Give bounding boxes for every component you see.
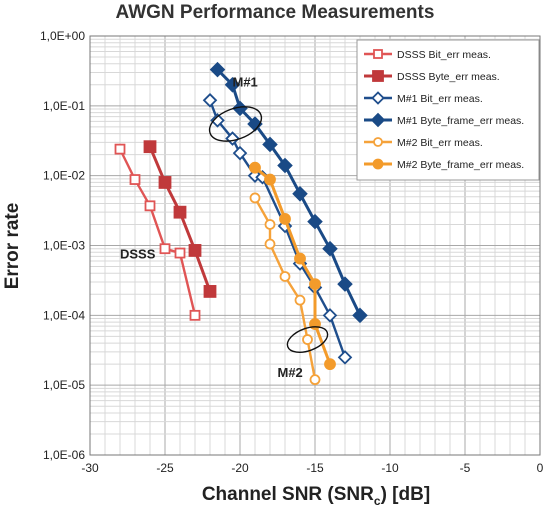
data-point <box>309 374 321 386</box>
legend-label: M#2 Bit_err meas. <box>397 137 483 149</box>
x-tick-label: -30 <box>81 461 99 475</box>
data-point <box>309 278 321 291</box>
data-point <box>322 308 338 323</box>
legend-marker <box>372 158 384 170</box>
x-axis-title: Channel SNR (SNRc) [dB] <box>202 484 430 508</box>
legend-marker <box>373 137 383 147</box>
y-tick-label: 1,0E-02 <box>43 169 85 183</box>
data-point <box>249 192 261 204</box>
chart-title: AWGN Performance Measurements <box>116 2 435 23</box>
data-point <box>189 309 201 321</box>
data-point <box>202 93 218 108</box>
legend-label: M#2 Byte_frame_err meas. <box>397 159 524 171</box>
annotation-label: DSSS <box>120 247 156 262</box>
data-point <box>324 358 336 371</box>
series-6 <box>249 161 336 371</box>
data-point <box>143 140 157 154</box>
legend-marker <box>371 91 385 105</box>
x-axis-title-sub: c <box>374 494 381 508</box>
data-point <box>232 145 248 161</box>
data-point <box>203 285 217 298</box>
data-point <box>337 350 353 365</box>
data-point <box>264 238 276 250</box>
data-point <box>279 271 291 282</box>
data-point <box>144 200 156 212</box>
data-point <box>352 307 368 324</box>
data-point <box>292 186 308 202</box>
legend-entry: M#2 Byte_frame_err meas. <box>364 158 524 171</box>
data-point <box>173 205 187 219</box>
y-tick-label: 1,0E-03 <box>43 239 85 253</box>
x-tick-label: -10 <box>381 461 399 475</box>
x-axis-title-end: ) [dB] <box>381 484 431 505</box>
data-point <box>129 174 141 185</box>
x-tick-label: -20 <box>231 461 249 475</box>
data-point <box>249 161 261 174</box>
series-line <box>118 148 197 316</box>
annotation-label: M#2 <box>278 365 303 380</box>
y-tick-label: 1,0E-01 <box>43 99 85 113</box>
x-tick-labels: -30 -25 -20 -15 -10 -5 0 <box>81 461 543 475</box>
data-point <box>277 157 293 174</box>
legend-label: M#1 Bit_err meas. <box>397 93 483 105</box>
legend-entry: DSSS Bit_err meas. <box>364 49 491 61</box>
data-point <box>294 294 306 306</box>
legend: DSSS Bit_err meas. DSSS Byte_err meas. M#1… <box>356 39 540 181</box>
legend-entry: M#2 Bit_err meas. <box>364 137 483 149</box>
y-axis-title: Error rate <box>2 203 23 290</box>
data-point <box>307 213 323 230</box>
y-tick-label: 1,0E+00 <box>40 29 85 43</box>
annotation-ellipse <box>286 326 329 353</box>
legend-label: DSSS Byte_err meas. <box>397 71 500 83</box>
data-point <box>159 243 171 255</box>
x-axis-title-main: Channel SNR (SNR <box>202 484 374 505</box>
annotation-label: M#1 <box>233 74 258 89</box>
data-point <box>209 61 226 78</box>
y-tick-label: 1,0E-06 <box>43 448 85 462</box>
data-point <box>264 173 276 186</box>
series-3 <box>202 93 353 365</box>
x-tick-label: -25 <box>156 461 174 475</box>
legend-marker <box>373 49 383 59</box>
data-point <box>114 143 126 155</box>
y-tick-labels: 1,0E+00 1,0E-01 1,0E-02 1,0E-03 1,0E-04 1,0E-… <box>40 29 85 462</box>
data-point <box>262 136 278 153</box>
y-tick-label: 1,0E-04 <box>43 308 85 322</box>
legend-entry: M#1 Bit_err meas. <box>364 91 483 105</box>
x-tick-label: 0 <box>537 461 544 475</box>
annotation-ellipse <box>208 106 263 142</box>
data-point <box>224 77 241 93</box>
data-point <box>294 252 306 265</box>
x-tick-label: -15 <box>306 461 324 475</box>
y-tick-label: 1,0E-05 <box>43 378 85 392</box>
series-2 <box>143 140 217 298</box>
data-point <box>279 213 291 225</box>
x-tick-label: -5 <box>460 461 471 475</box>
legend-label: M#1 Byte_frame_err meas. <box>397 115 524 127</box>
plot-area-border <box>89 35 541 456</box>
annotation-labels: M#1 DSSS M#2 <box>120 74 303 380</box>
legend-entry: M#1 Byte_frame_err meas. <box>364 112 524 128</box>
series-1 <box>114 143 201 321</box>
legend-box <box>356 39 540 181</box>
data-point <box>322 240 338 257</box>
data-point <box>188 244 202 257</box>
data-point <box>264 219 276 230</box>
legend-marker <box>372 70 384 82</box>
data-point <box>210 113 225 128</box>
legend-marker <box>370 112 386 128</box>
data-point <box>158 176 172 189</box>
data-point <box>337 276 353 292</box>
data-point <box>174 247 186 259</box>
legend-entry: DSSS Byte_err meas. <box>364 70 500 83</box>
series-5 <box>249 192 321 386</box>
legend-label: DSSS Bit_err meas. <box>397 49 491 61</box>
annotation-ellipses <box>208 106 329 353</box>
data-point <box>302 334 313 345</box>
